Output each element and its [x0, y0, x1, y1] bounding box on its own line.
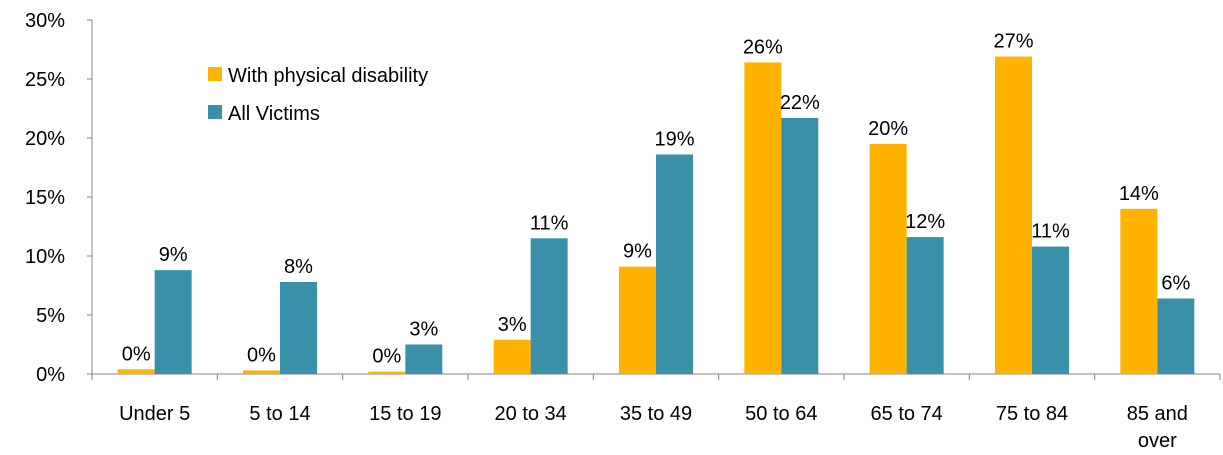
- bar-with-physical-disability-under-5: [118, 369, 155, 374]
- x-tick-label-5-to-14: 5 to 14: [249, 403, 310, 425]
- y-tick-label: 25%: [25, 69, 65, 91]
- bar-with-physical-disability-65-to-74: [870, 144, 907, 374]
- y-axis: 0% 5% 10% 15% 20% 25% 30%: [25, 10, 92, 386]
- data-label-all-victims-50-to-64: 22%: [780, 92, 820, 114]
- bar-all-victims-15-to-19: [405, 345, 442, 375]
- x-tick-label-20-to-34: 20 to 34: [495, 403, 567, 425]
- data-label-with-physical-disability-5-to-14: 0%: [247, 344, 276, 366]
- legend: With physical disability All Victims: [208, 65, 428, 125]
- legend-swatch-all-victims: [208, 105, 222, 119]
- x-axis: Under 5 5 to 14 15 to 19 20 to 34 35 to 49 50…: [92, 374, 1220, 452]
- data-label-all-victims-5-to-14: 8%: [284, 256, 313, 278]
- legend-swatch-with-physical-disability: [208, 67, 222, 81]
- data-label-all-victims-35-to-49: 19%: [654, 129, 694, 151]
- y-tick-label: 0%: [36, 364, 65, 386]
- x-tick-label-75-to-84: 75 to 84: [996, 403, 1068, 425]
- x-tick-label-35-to-49: 35 to 49: [620, 403, 692, 425]
- bar-all-victims-85-and-over: [1157, 298, 1194, 374]
- data-label-with-physical-disability-20-to-34: 3%: [498, 314, 527, 336]
- data-label-all-victims-15-to-19: 3%: [409, 319, 438, 341]
- bar-all-victims-20-to-34: [531, 238, 568, 374]
- data-label-all-victims-65-to-74: 12%: [905, 211, 945, 233]
- bar-with-physical-disability-15-to-19: [368, 372, 405, 374]
- y-tick-label: 5%: [36, 305, 65, 327]
- data-label-all-victims-85-and-over: 6%: [1161, 272, 1190, 294]
- x-tick-label-65-to-74: 65 to 74: [871, 403, 943, 425]
- legend-label-all-victims: All Victims: [228, 103, 320, 125]
- x-tick-label-under-5: Under 5: [119, 403, 190, 425]
- data-label-all-victims-75-to-84: 11%: [1031, 221, 1070, 243]
- data-label-with-physical-disability-75-to-84: 27%: [993, 31, 1033, 53]
- data-label-with-physical-disability-under-5: 0%: [122, 343, 151, 365]
- bar-all-victims-under-5: [155, 270, 192, 374]
- y-tick-label: 20%: [25, 128, 65, 150]
- bar-all-victims-50-to-64: [781, 118, 818, 374]
- bar-all-victims-65-to-74: [907, 237, 944, 374]
- bar-with-physical-disability-75-to-84: [995, 57, 1032, 374]
- data-label-with-physical-disability-65-to-74: 20%: [868, 118, 908, 140]
- y-tick-label: 15%: [25, 187, 65, 209]
- bar-with-physical-disability-85-and-over: [1120, 209, 1157, 374]
- bar-with-physical-disability-20-to-34: [494, 340, 531, 374]
- data-label-with-physical-disability-50-to-64: 26%: [743, 36, 783, 58]
- data-label-all-victims-20-to-34: 11%: [530, 212, 569, 234]
- legend-label-with-physical-disability: With physical disability: [228, 65, 428, 87]
- bar-with-physical-disability-50-to-64: [744, 62, 781, 374]
- bar-all-victims-35-to-49: [656, 155, 693, 374]
- data-label-with-physical-disability-35-to-49: 9%: [623, 241, 652, 263]
- bar-with-physical-disability-35-to-49: [619, 267, 656, 374]
- x-tick-label-50-to-64: 50 to 64: [745, 403, 817, 425]
- bar-with-physical-disability-5-to-14: [243, 370, 280, 374]
- bar-all-victims-75-to-84: [1032, 247, 1069, 374]
- data-label-with-physical-disability-15-to-19: 0%: [372, 346, 401, 368]
- y-tick-label: 30%: [25, 10, 65, 32]
- x-tick-label-85-and-over: 85 and over: [1127, 403, 1188, 452]
- data-label-all-victims-under-5: 9%: [159, 244, 188, 266]
- y-tick-label: 10%: [25, 246, 65, 268]
- bar-all-victims-5-to-14: [280, 282, 317, 374]
- data-label-with-physical-disability-85-and-over: 14%: [1119, 183, 1159, 205]
- x-tick-label-15-to-19: 15 to 19: [369, 403, 441, 425]
